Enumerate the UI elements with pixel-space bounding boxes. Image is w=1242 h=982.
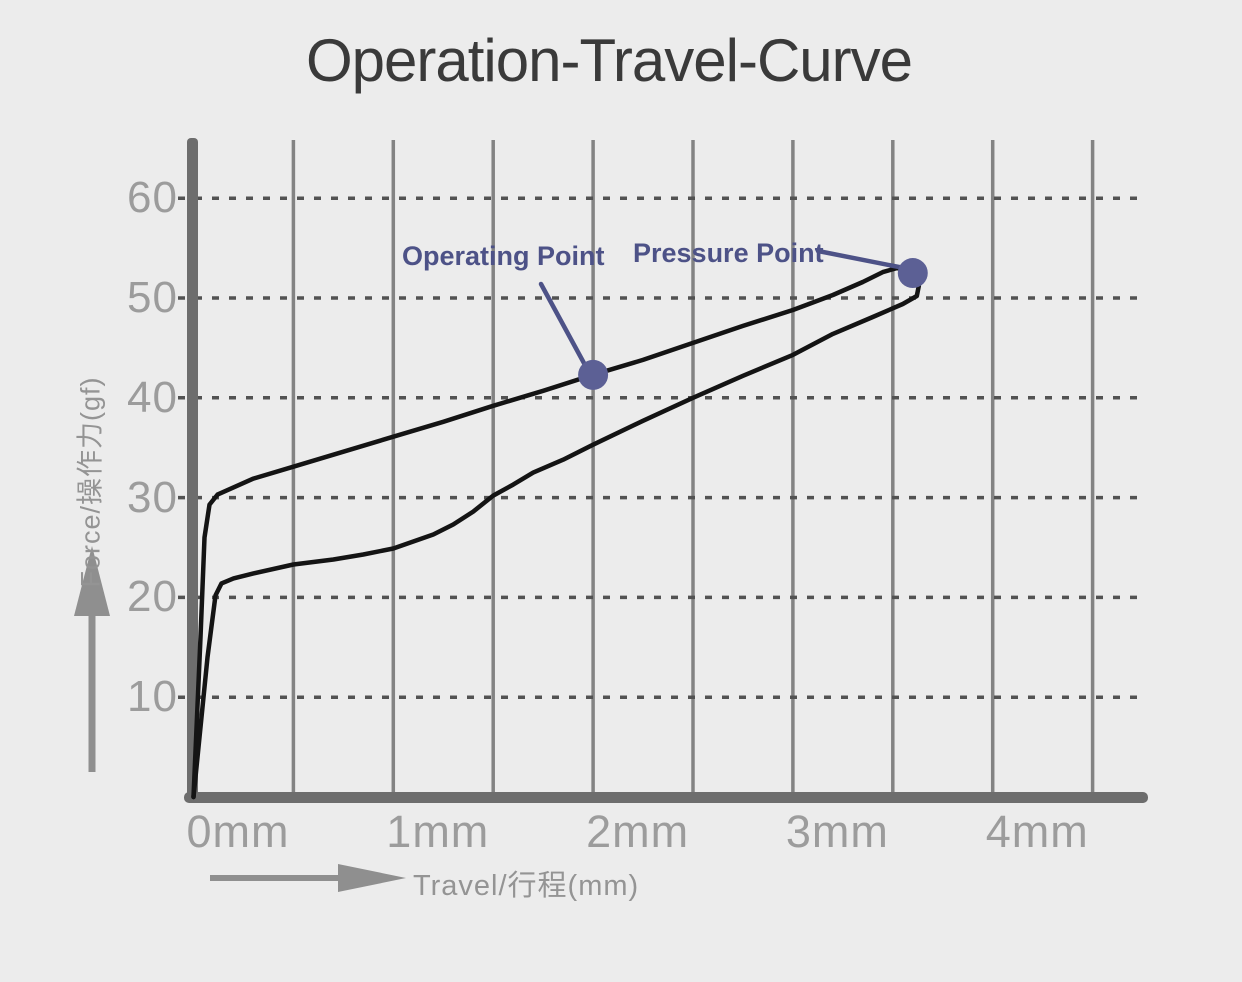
operating-point-label: Operating Point [402, 241, 605, 271]
y-axis-title: Force/操作力(gf) [75, 376, 106, 588]
right-arrow-icon [338, 864, 406, 892]
up-arrow-icon [74, 546, 110, 616]
y-tick-label: 60 [127, 173, 178, 223]
x-tick-label: 2mm [586, 806, 690, 857]
x-tick-label: 3mm [785, 806, 889, 857]
annotation-leader-line [538, 281, 588, 368]
x-tick-label: 1mm [386, 806, 490, 857]
pressure-point-label: Pressure Point [633, 238, 824, 268]
y-tick-label: 20 [127, 572, 178, 622]
annotation-leader-line [815, 248, 907, 271]
y-tick-label: 10 [127, 672, 178, 722]
y-tick-label: 30 [127, 472, 178, 522]
x-axis-bar [184, 792, 1148, 803]
x-axis-title: Travel/行程(mm) [413, 870, 640, 902]
chart-title: Operation-Travel-Curve [306, 27, 913, 94]
press-curve [191, 265, 908, 800]
x-tick-label: 0mm [186, 806, 290, 857]
y-tick-label: 50 [127, 273, 178, 322]
release-curve [191, 266, 922, 800]
y-tick-label: 40 [127, 372, 178, 422]
x-tick-label: 4mm [985, 806, 1089, 857]
pressure-point-dot [897, 258, 928, 289]
operating-point-dot [578, 359, 609, 390]
y-axis-bar [187, 138, 198, 803]
